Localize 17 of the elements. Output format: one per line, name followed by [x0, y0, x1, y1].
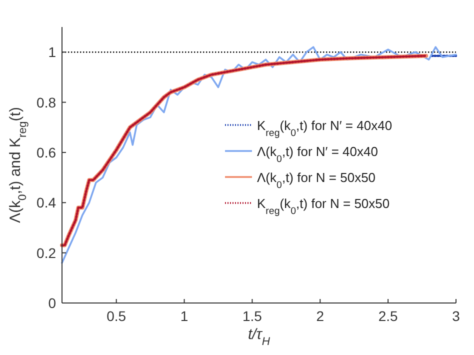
y-tick-label: 0.6	[36, 144, 56, 160]
y-tick-label: 0	[48, 295, 56, 311]
legend-label: K$_{reg}$(k$_{0}$,t) for N′ = 40x40	[257, 118, 392, 138]
x-tick-label: 1.5	[242, 308, 262, 324]
legend-label: K$_{reg}$(k$_{0}$,t) for N = 50x50	[257, 196, 390, 216]
x-tick-label: 1	[180, 308, 188, 324]
legend-label: Λ(k$_{0}$,t) for N = 50x50	[257, 170, 376, 190]
x-tick-label: 2	[316, 308, 324, 324]
x-axis-title: t/τ$_{H}$	[248, 326, 271, 348]
x-tick-label: 3	[452, 308, 460, 324]
y-tick-label: 0.4	[36, 194, 56, 211]
x-tick-label: 0.5	[106, 308, 126, 324]
y-tick-label: 0.2	[36, 244, 56, 261]
x-tick-label: 2.5	[378, 308, 398, 324]
y-tick-label: 1	[48, 44, 56, 60]
y-tick-label: 0.8	[36, 94, 56, 110]
legend-label: Λ(k$_{0}$,t) for N′ = 40x40	[257, 144, 378, 164]
